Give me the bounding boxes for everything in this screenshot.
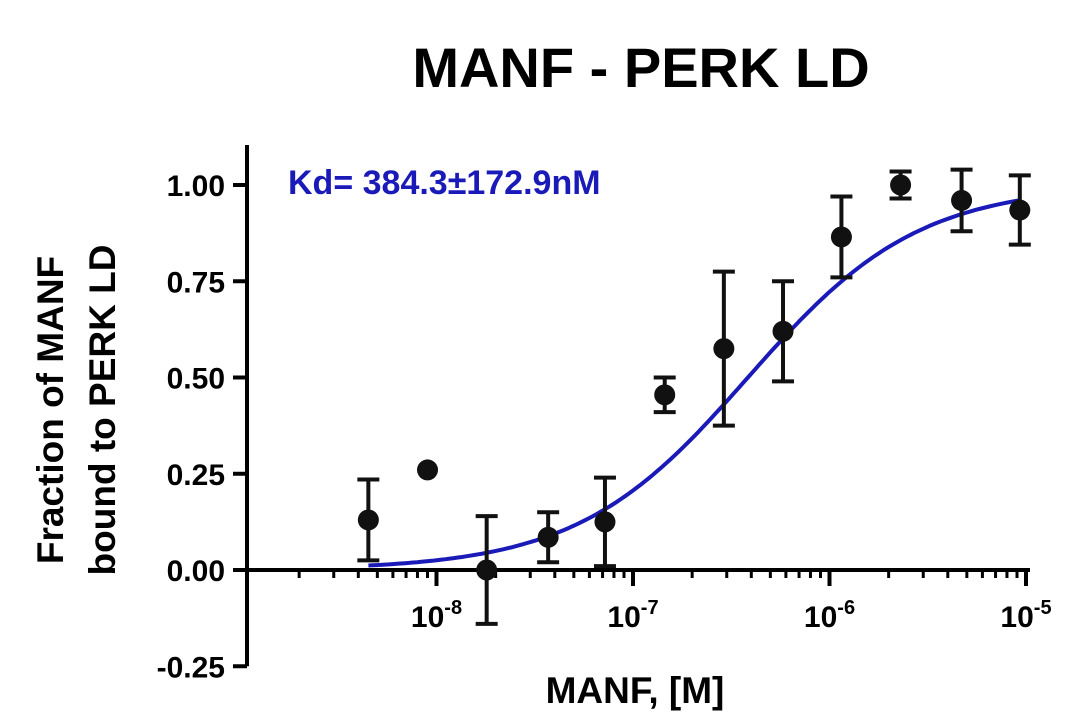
y-tick-label: 0.00: [167, 555, 225, 588]
data-point: [357, 509, 379, 531]
data-point: [594, 511, 616, 533]
y-axis-label-line-1: Fraction of MANF: [30, 256, 71, 564]
data-points: [357, 174, 1031, 581]
y-axis-label: Fraction of MANF bound to PERK LD: [30, 245, 123, 576]
x-ticks: 10-8 10-7 10-6 10-5: [297, 570, 1052, 634]
data-point: [830, 226, 852, 248]
axes: [245, 145, 1030, 667]
x-axis-label: MANF, [M]: [546, 670, 725, 711]
data-point: [537, 526, 559, 548]
y-tick-label: 1.00: [167, 170, 225, 203]
data-point: [951, 189, 973, 211]
y-ticks: -0.25 0.00 0.25 0.50 0.75 1.00: [157, 170, 247, 684]
y-tick-label: 0.75: [167, 266, 225, 299]
y-tick-label: 0.25: [167, 459, 225, 492]
y-axis-label-line-2: bound to PERK LD: [82, 245, 123, 576]
data-point: [1009, 199, 1031, 221]
x-tick-label: 10-7: [607, 597, 658, 634]
data-point: [772, 320, 794, 342]
data-point: [417, 459, 439, 481]
data-point: [713, 338, 735, 360]
x-tick-label: 10-6: [804, 597, 855, 634]
data-point: [476, 559, 498, 581]
x-tick-label: 10-8: [411, 597, 462, 634]
y-tick-label: -0.25: [157, 651, 225, 684]
data-point: [890, 174, 912, 196]
y-tick-label: 0.50: [167, 363, 225, 396]
fit-curve: [368, 198, 1021, 568]
kd-annotation: Kd= 384.3±172.9nM: [288, 164, 601, 202]
data-point: [654, 384, 676, 406]
x-tick-label: 10-5: [1000, 597, 1051, 634]
chart-title: MANF - PERK LD: [412, 36, 869, 99]
